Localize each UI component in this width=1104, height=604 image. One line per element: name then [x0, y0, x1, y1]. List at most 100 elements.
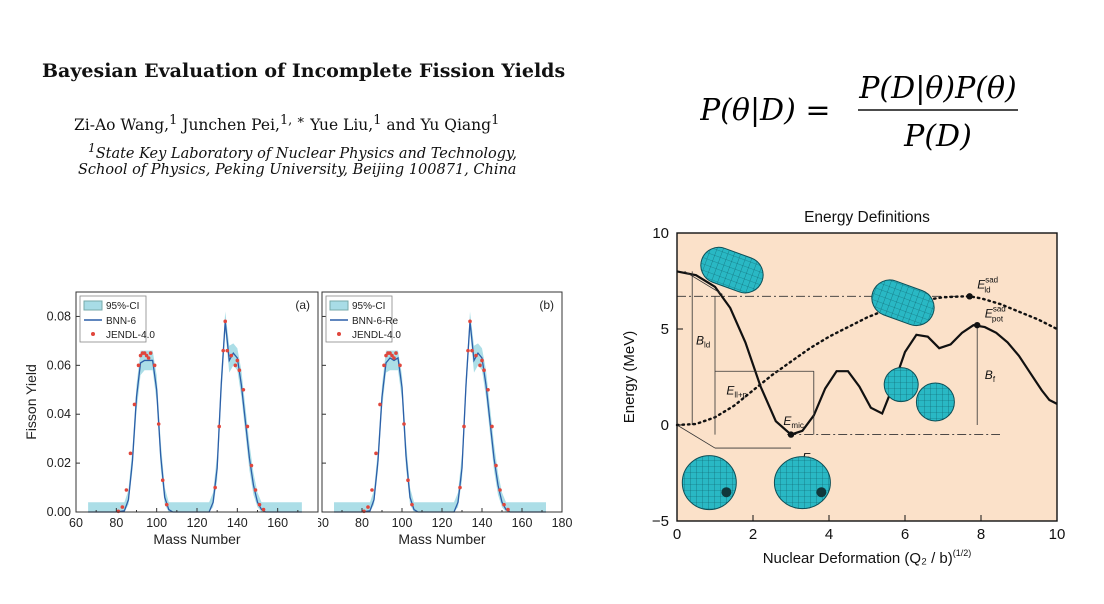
- jendl-point: [410, 502, 414, 507]
- jendl-point: [217, 424, 221, 429]
- x-tick-label: 120: [187, 516, 208, 530]
- bayes-theorem-equation: P(θ|D) = P(D|θ)P(θ) P(D): [700, 71, 1018, 154]
- legend-label: BNN-6-Re: [352, 316, 399, 327]
- jendl-point: [398, 363, 402, 368]
- x-tick-label: 10: [1049, 526, 1066, 543]
- jendl-point: [120, 505, 125, 509]
- author-affiliation-mark: 1, ∗: [279, 113, 306, 128]
- jendl-point: [486, 387, 490, 392]
- energy-definitions-panel: BldEll+pEmicEzpEsadldEsadpotBf0246810−50…: [621, 209, 1066, 567]
- legend-point-swatch: [91, 332, 95, 336]
- jendl-point: [478, 363, 482, 368]
- elongated-nucleus-shape-top: [700, 246, 764, 294]
- author-affiliation-mark: 1: [491, 113, 500, 128]
- affiliation-line: School of Physics, Peking University, Be…: [78, 162, 517, 178]
- author-name: Zi-Ao Wang,: [74, 116, 170, 135]
- jendl-point: [235, 358, 240, 363]
- x-tick-label: 100: [392, 516, 413, 530]
- jendl-point: [370, 488, 374, 492]
- jendl-point: [164, 502, 169, 507]
- jendl-point: [462, 424, 466, 429]
- chart-title: Energy Definitions: [804, 209, 930, 226]
- jendl-point: [394, 351, 398, 355]
- legend-label: JENDL-4.0: [352, 330, 401, 341]
- jendl-point: [233, 363, 238, 368]
- legend-label: BNN-6: [106, 316, 136, 327]
- jendl-point: [366, 505, 370, 509]
- y-tick-label: 5: [661, 321, 669, 338]
- jendl-point: [378, 402, 382, 407]
- jendl-point: [116, 509, 121, 514]
- x-tick-label: 120: [432, 516, 453, 530]
- elongated-nucleus-shape: [871, 279, 935, 327]
- x-axis-label: Mass Number: [153, 531, 240, 547]
- jendl-point: [144, 353, 149, 358]
- equation-lhs: P(θ|D) =: [700, 93, 831, 128]
- jendl-point: [225, 348, 230, 353]
- panel-label: (b): [539, 298, 554, 312]
- y-tick-label: 0.08: [47, 309, 71, 323]
- jendl-point: [502, 502, 506, 507]
- sphere-nucleus-shape: [681, 455, 737, 511]
- panel-label: (a): [295, 298, 310, 312]
- jendl-point: [138, 353, 143, 358]
- scission-fragment-left: [883, 367, 919, 403]
- energy-annotation: Esad pot: [985, 304, 1006, 323]
- equation-numerator: P(D|θ)P(θ): [858, 71, 1016, 106]
- author-affiliation-mark: 1: [169, 113, 178, 128]
- jendl-point: [237, 368, 242, 373]
- jendl-point: [474, 353, 478, 358]
- author-list: Zi-Ao Wang,1 Junchen Pei,1, ∗ Yue Liu,1 …: [74, 113, 499, 134]
- jendl-point: [213, 485, 217, 490]
- jendl-point: [388, 351, 392, 355]
- jendl-point: [490, 424, 494, 429]
- legend-label: 95%-CI: [352, 301, 385, 312]
- affiliation-mark: 1: [88, 141, 96, 155]
- legend-point-swatch: [337, 332, 341, 336]
- energy-annotation: Esad ld: [977, 276, 998, 295]
- jendl-point: [390, 353, 394, 358]
- x-tick-label: 60: [318, 516, 329, 530]
- jendl-point: [402, 422, 406, 426]
- jendl-point: [253, 488, 258, 492]
- legend-ci-swatch: [329, 300, 349, 311]
- jendl-point: [506, 507, 510, 512]
- shape-shadow: [721, 487, 732, 498]
- jendl-point: [468, 319, 472, 324]
- x-tick-label: 0: [673, 526, 681, 543]
- jendl-point: [392, 356, 396, 360]
- y-tick-label: 0.00: [47, 505, 71, 519]
- x-axis-label: Nuclear Deformation (Q₂ / b)(1/2): [763, 548, 972, 567]
- energy-annotation: Emic: [783, 414, 803, 430]
- jendl-point: [152, 363, 157, 368]
- jendl-point: [480, 358, 484, 363]
- x-tick-label: 4: [825, 526, 833, 543]
- author-affiliation-mark: 1: [373, 113, 382, 128]
- jendl-point: [124, 488, 129, 492]
- x-tick-label: 80: [109, 516, 123, 530]
- jendl-point: [148, 351, 153, 355]
- author-name: Junchen Pei,: [182, 116, 280, 135]
- y-tick-label: −5: [652, 513, 669, 530]
- jendl-point: [128, 451, 133, 456]
- jendl-point: [245, 424, 250, 429]
- x-tick-label: 2: [749, 526, 757, 543]
- y-tick-label: 0.06: [47, 358, 71, 372]
- shape-shadow: [816, 487, 827, 498]
- affiliation-text: State Key Laboratory of Nuclear Physics …: [95, 145, 517, 162]
- x-tick-label: 6: [901, 526, 909, 543]
- jendl-point: [221, 348, 226, 353]
- bnn-line: [334, 321, 546, 513]
- jendl-point: [261, 507, 266, 512]
- jendl-point: [223, 319, 228, 324]
- energy-point: [966, 293, 973, 300]
- jendl-point: [382, 363, 386, 368]
- jendl-point: [229, 353, 234, 358]
- jendl-point: [249, 463, 254, 468]
- deformed-nucleus-shape: [773, 456, 831, 510]
- jendl-point: [146, 356, 151, 360]
- x-tick-label: 180: [552, 516, 573, 530]
- jendl-point: [132, 402, 137, 407]
- y-axis-label: Energy (MeV): [621, 331, 638, 424]
- jendl-point: [257, 502, 262, 507]
